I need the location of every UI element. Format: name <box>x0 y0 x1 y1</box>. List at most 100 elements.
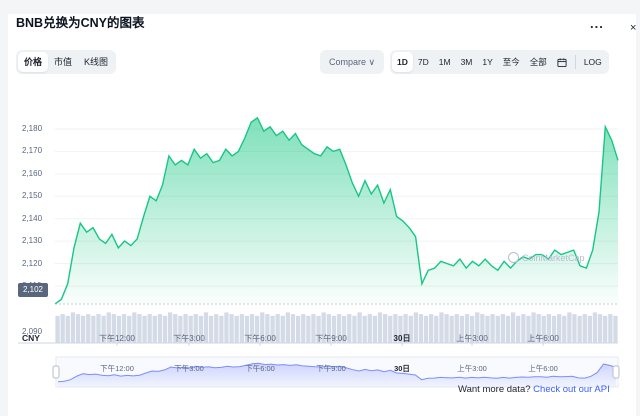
navigator-handle-right[interactable] <box>612 365 620 379</box>
watermark: CoinMarketCap <box>508 252 585 263</box>
y-tick-label: 2,130 <box>22 236 43 246</box>
toolbar-divider <box>574 55 576 69</box>
tab-range-1y[interactable]: 1Y <box>482 57 493 67</box>
volume-bar <box>75 314 81 343</box>
tab-range-all[interactable]: 全部 <box>529 57 547 67</box>
x-tick-label: 上午6:00 <box>527 334 559 343</box>
volume-bar <box>81 315 86 343</box>
tab-candlestick[interactable]: K线图 <box>84 57 109 67</box>
volume-bar <box>270 315 275 343</box>
y-tick-label: 2,160 <box>22 168 43 178</box>
volume-bar <box>480 314 485 343</box>
y-tick-label: 2,180 <box>22 124 43 133</box>
volume-bar <box>86 314 91 343</box>
volume-bar <box>434 315 439 343</box>
volume-bar <box>500 314 506 343</box>
volume-bar <box>173 314 178 343</box>
volume-bar <box>101 315 106 343</box>
volume-bar <box>203 312 209 343</box>
volume-bar <box>449 315 454 343</box>
volume-bar <box>137 314 142 343</box>
price-area <box>55 117 618 305</box>
volume-bar <box>367 314 372 343</box>
compare-dropdown[interactable]: Compare ∨ <box>320 50 384 74</box>
volume-bar <box>255 315 260 343</box>
volume-bar <box>111 314 117 343</box>
navigator-tick-label: 下午3:00 <box>174 364 204 373</box>
navigator-tick-label: 下午6:00 <box>245 364 275 373</box>
volume-bar <box>234 315 239 343</box>
volume-bar <box>321 312 326 343</box>
volume-bar <box>577 315 582 343</box>
x-tick-label: 上午3:00 <box>456 334 488 343</box>
volume-bar <box>551 315 557 343</box>
volume-bar <box>357 312 362 343</box>
volume-bar <box>423 315 429 343</box>
volume-bar <box>219 315 224 343</box>
y-tick-label: 2,150 <box>22 191 43 201</box>
view-tabs: 价格 市值 K线图 <box>16 50 117 74</box>
volume-bar <box>567 312 572 343</box>
tab-range-7d[interactable]: 7D <box>417 57 429 67</box>
tab-range-ytd[interactable]: 至今 <box>502 57 520 67</box>
volume-bar <box>326 314 332 343</box>
api-promo-text: Want more data? <box>458 384 531 395</box>
volume-bar <box>224 312 229 343</box>
navigator-tick-label: 上午6:00 <box>528 364 558 373</box>
volume-bar <box>464 314 470 343</box>
volume-bar <box>495 315 500 343</box>
volume-bar <box>193 314 198 343</box>
tab-price[interactable]: 价格 <box>18 52 49 72</box>
tab-range-1d[interactable]: 1D <box>392 52 413 72</box>
volume-bar <box>531 312 536 343</box>
navigator-tick-label: 上午3:00 <box>457 364 487 373</box>
calendar-icon[interactable] <box>552 52 572 72</box>
volume-bar <box>393 314 398 343</box>
tab-range-3m[interactable]: 3M <box>460 57 473 67</box>
volume-bar <box>306 315 311 343</box>
volume-bar <box>260 312 265 343</box>
tab-range-1m[interactable]: 1M <box>438 57 451 67</box>
volume-bar <box>459 315 465 343</box>
navigator-handle-left[interactable] <box>52 365 60 379</box>
volume-bar <box>142 315 147 343</box>
api-link[interactable]: Check out our API <box>533 384 610 395</box>
volume-bar <box>377 312 383 343</box>
volume-bar <box>536 314 541 343</box>
volume-bar <box>208 315 214 343</box>
log-scale-button[interactable]: LOG <box>583 57 602 67</box>
tab-market-cap[interactable]: 市值 <box>54 57 73 67</box>
price-line <box>54 116 619 305</box>
y-tick-label: 2,090 <box>22 327 43 336</box>
volume-bar <box>613 315 618 343</box>
volume-bar <box>188 315 193 343</box>
volume-bar <box>485 315 490 343</box>
volume-bar <box>439 312 444 343</box>
volume-bar <box>603 315 608 343</box>
more-options-button[interactable]: ... <box>590 16 604 31</box>
volume-bar <box>70 312 76 343</box>
volume-bar <box>244 315 250 343</box>
volume-bar <box>342 315 347 343</box>
volume-bar <box>541 315 546 343</box>
volume-bar <box>490 314 495 343</box>
volume-bar <box>229 314 234 343</box>
volume-bar <box>316 315 321 343</box>
volume-bar <box>106 312 111 343</box>
close-icon[interactable]: × <box>630 22 637 34</box>
coinmarketcap-logo-icon <box>508 252 519 263</box>
x-tick-label: 下午9:00 <box>315 334 347 343</box>
x-tick-label: 30日 <box>393 334 411 343</box>
navigator-line <box>57 362 617 383</box>
api-promo: Want more data? Check out our API <box>458 384 610 395</box>
volume-bar <box>336 314 342 343</box>
volume-bar <box>546 314 552 343</box>
volume-bar <box>454 314 459 343</box>
volume-bar <box>362 315 367 343</box>
range-tabs: 1D 7D 1M 3M 1Y 至今 全部 LOG <box>390 50 609 74</box>
volume-bar <box>168 312 173 343</box>
volume-bar <box>249 314 255 343</box>
volume-bar <box>132 312 137 343</box>
watermark-text: CoinMarketCap <box>522 252 585 263</box>
